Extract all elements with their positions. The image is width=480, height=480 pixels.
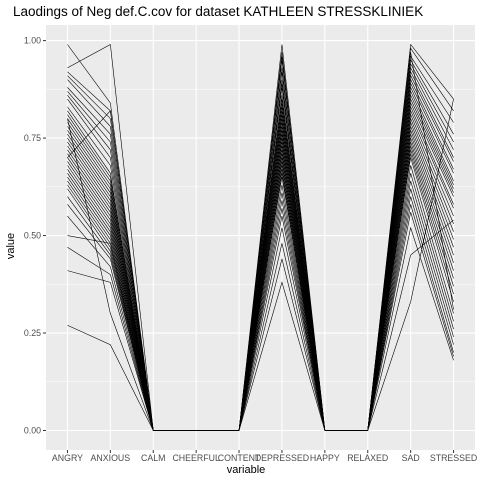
chart-title: Laodings of Neg def.C.cov for dataset KA… — [13, 4, 423, 19]
y-tick-label: 0.75 — [24, 133, 41, 143]
x-tick-label-angry: ANGRY — [52, 453, 83, 463]
y-tick-label: 1.00 — [24, 36, 41, 46]
x-tick-label-cheerful: CHEERFUL — [172, 453, 220, 463]
series-line-34 — [67, 196, 454, 431]
y-tick-label: 0.00 — [24, 426, 41, 436]
x-axis-title: variable — [227, 464, 266, 476]
series-line-37 — [67, 226, 454, 431]
y-tick-label: 0.25 — [24, 328, 41, 338]
series-line-28 — [67, 153, 454, 431]
x-tick-label-depressed: DEPRESSED — [255, 453, 309, 463]
series-line-40 — [67, 52, 454, 431]
x-tick-label-content: CONTENT — [218, 453, 261, 463]
series-line-31 — [67, 173, 454, 431]
y-axis-title: value — [5, 233, 17, 259]
series-line-33 — [67, 188, 454, 431]
series-line-32 — [67, 180, 454, 431]
x-tick-label-calm: CALM — [141, 453, 165, 463]
x-tick-label-relaxed: RELAXED — [347, 453, 388, 463]
x-tick-label-happy: HAPPY — [310, 453, 340, 463]
x-tick-label-stressed: STRESSED — [430, 453, 477, 463]
series-line-30 — [67, 165, 454, 431]
series-line-38 — [67, 99, 454, 431]
series-line-35 — [67, 204, 454, 431]
x-tick-label-sad: SAD — [402, 453, 420, 463]
series-line-39 — [67, 118, 454, 431]
y-tick-label: 0.50 — [24, 231, 41, 241]
x-axis: ANGRY ANXIOUS CALM CHEERFULCONTENTDEPRESSED… — [52, 450, 477, 463]
series-lines — [67, 43, 454, 431]
y-axis: 0.00 0.25 0.50 0.75 1.00 — [24, 36, 46, 436]
major-gridlines — [46, 25, 475, 450]
series-line-36 — [67, 212, 454, 431]
x-tick-label-anxious: ANXIOUS — [91, 453, 131, 463]
